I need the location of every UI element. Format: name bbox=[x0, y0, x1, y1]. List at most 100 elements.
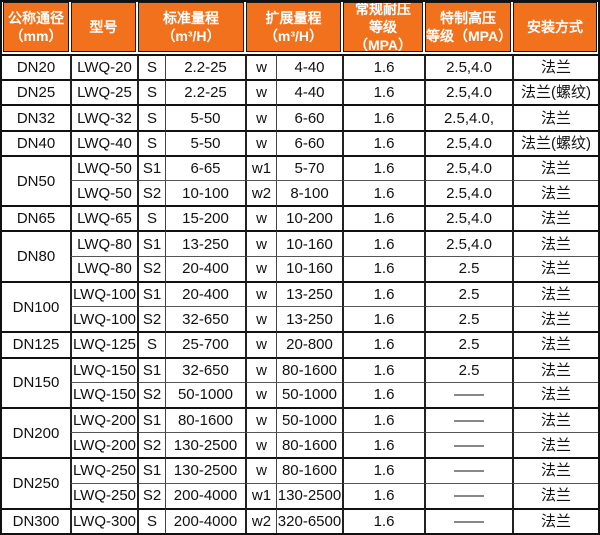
cell-installation: 法兰 bbox=[512, 306, 598, 332]
cell-installation: 法兰 bbox=[512, 54, 598, 80]
cell-standard-range: 200-4000 bbox=[165, 507, 245, 533]
cell-installation: 法兰 bbox=[512, 482, 598, 508]
cell-standard-label: S bbox=[137, 104, 165, 130]
cell-regular-pressure: 1.6 bbox=[342, 356, 424, 382]
cell-special-pressure: —— bbox=[424, 482, 512, 508]
cell-standard-label: S2 bbox=[137, 482, 165, 508]
cell-standard-range: 15-200 bbox=[165, 205, 245, 231]
cell-installation: 法兰 bbox=[512, 230, 598, 256]
cell-special-pressure: —— bbox=[424, 507, 512, 533]
cell-regular-pressure: 1.6 bbox=[342, 507, 424, 533]
cell-dn: DN200 bbox=[2, 406, 70, 458]
cell-regular-pressure: 1.6 bbox=[342, 180, 424, 206]
cell-standard-range: 20-400 bbox=[165, 255, 245, 281]
cell-special-pressure: 2.5,4.0 bbox=[424, 54, 512, 80]
cell-extended-label: w bbox=[245, 255, 276, 281]
cell-standard-range: 32-650 bbox=[165, 306, 245, 332]
cell-dn: DN300 bbox=[2, 507, 70, 533]
cell-extended-range: 8-100 bbox=[276, 180, 342, 206]
cell-installation: 法兰 bbox=[512, 104, 598, 130]
cell-extended-range: 20-800 bbox=[276, 331, 342, 357]
cell-special-pressure: 2.5 bbox=[424, 255, 512, 281]
cell-standard-label: S2 bbox=[137, 432, 165, 458]
cell-model: LWQ-250 bbox=[70, 482, 137, 508]
cell-standard-label: S1 bbox=[137, 457, 165, 483]
cell-standard-label: S1 bbox=[137, 230, 165, 256]
cell-extended-range: 5-70 bbox=[276, 154, 342, 181]
cell-extended-label: w1 bbox=[245, 482, 276, 508]
cell-extended-label: w bbox=[245, 381, 276, 407]
cell-standard-range: 10-100 bbox=[165, 180, 245, 206]
cell-regular-pressure: 1.6 bbox=[342, 255, 424, 281]
cell-installation: 法兰 bbox=[512, 154, 598, 181]
cell-standard-range: 20-400 bbox=[165, 280, 245, 307]
cell-extended-range: 80-1600 bbox=[276, 356, 342, 382]
cell-dn: DN32 bbox=[2, 104, 70, 130]
cell-regular-pressure: 1.6 bbox=[342, 79, 424, 105]
cell-special-pressure: 2.5,4.0, bbox=[424, 104, 512, 130]
cell-extended-label: w1 bbox=[245, 154, 276, 181]
cell-standard-label: S bbox=[137, 54, 165, 80]
cell-model: LWQ-100 bbox=[70, 306, 137, 332]
cell-extended-range: 10-160 bbox=[276, 230, 342, 256]
cell-extended-label: w bbox=[245, 129, 276, 155]
cell-model: LWQ-80 bbox=[70, 255, 137, 281]
cell-standard-label: S1 bbox=[137, 280, 165, 307]
cell-regular-pressure: 1.6 bbox=[342, 482, 424, 508]
cell-installation: 法兰 bbox=[512, 507, 598, 533]
header-model: 型号 bbox=[71, 2, 136, 52]
cell-extended-label: w bbox=[245, 79, 276, 105]
cell-regular-pressure: 1.6 bbox=[342, 104, 424, 130]
cell-dn: DN25 bbox=[2, 79, 70, 105]
cell-installation: 法兰 bbox=[512, 356, 598, 382]
cell-extended-range: 10-160 bbox=[276, 255, 342, 281]
cell-installation: 法兰 bbox=[512, 280, 598, 307]
cell-model: LWQ-200 bbox=[70, 406, 137, 433]
cell-model: LWQ-125 bbox=[70, 331, 137, 357]
cell-model: LWQ-300 bbox=[70, 507, 137, 533]
cell-standard-label: S1 bbox=[137, 406, 165, 433]
cell-model: LWQ-50 bbox=[70, 154, 137, 181]
cell-regular-pressure: 1.6 bbox=[342, 432, 424, 458]
cell-model: LWQ-150 bbox=[70, 381, 137, 407]
cell-dn: DN150 bbox=[2, 356, 70, 407]
cell-standard-range: 2.2-25 bbox=[165, 79, 245, 105]
header-installation: 安装方式 bbox=[513, 2, 597, 52]
cell-extended-range: 4-40 bbox=[276, 79, 342, 105]
cell-special-pressure: —— bbox=[424, 457, 512, 483]
cell-regular-pressure: 1.6 bbox=[342, 230, 424, 256]
cell-standard-range: 5-50 bbox=[165, 129, 245, 155]
cell-dn: DN50 bbox=[2, 154, 70, 206]
cell-model: LWQ-65 bbox=[70, 205, 137, 231]
cell-extended-label: w bbox=[245, 205, 276, 231]
header-special-pressure: 特制高压 等级（MPA） bbox=[425, 2, 511, 52]
cell-standard-range: 50-1000 bbox=[165, 381, 245, 407]
cell-special-pressure: 2.5,4.0 bbox=[424, 205, 512, 231]
cell-special-pressure: 2.5,4.0 bbox=[424, 180, 512, 206]
cell-regular-pressure: 1.6 bbox=[342, 457, 424, 483]
cell-model: LWQ-40 bbox=[70, 129, 137, 155]
cell-model: LWQ-200 bbox=[70, 432, 137, 458]
cell-model: LWQ-25 bbox=[70, 79, 137, 105]
cell-standard-range: 32-650 bbox=[165, 356, 245, 382]
cell-regular-pressure: 1.6 bbox=[342, 306, 424, 332]
cell-extended-range: 10-200 bbox=[276, 205, 342, 231]
cell-model: LWQ-50 bbox=[70, 180, 137, 206]
cell-standard-range: 25-700 bbox=[165, 331, 245, 357]
cell-standard-range: 80-1600 bbox=[165, 406, 245, 433]
cell-extended-range: 13-250 bbox=[276, 280, 342, 307]
cell-installation: 法兰 bbox=[512, 432, 598, 458]
cell-special-pressure: 2.5,4.0 bbox=[424, 154, 512, 181]
cell-special-pressure: 2.5 bbox=[424, 280, 512, 307]
cell-extended-label: w bbox=[245, 280, 276, 307]
cell-standard-label: S bbox=[137, 79, 165, 105]
cell-regular-pressure: 1.6 bbox=[342, 406, 424, 433]
cell-installation: 法兰 bbox=[512, 255, 598, 281]
cell-dn: DN20 bbox=[2, 54, 70, 80]
cell-regular-pressure: 1.6 bbox=[342, 280, 424, 307]
cell-model: LWQ-250 bbox=[70, 457, 137, 483]
cell-extended-range: 80-1600 bbox=[276, 432, 342, 458]
cell-extended-label: w bbox=[245, 306, 276, 332]
cell-standard-range: 5-50 bbox=[165, 104, 245, 130]
